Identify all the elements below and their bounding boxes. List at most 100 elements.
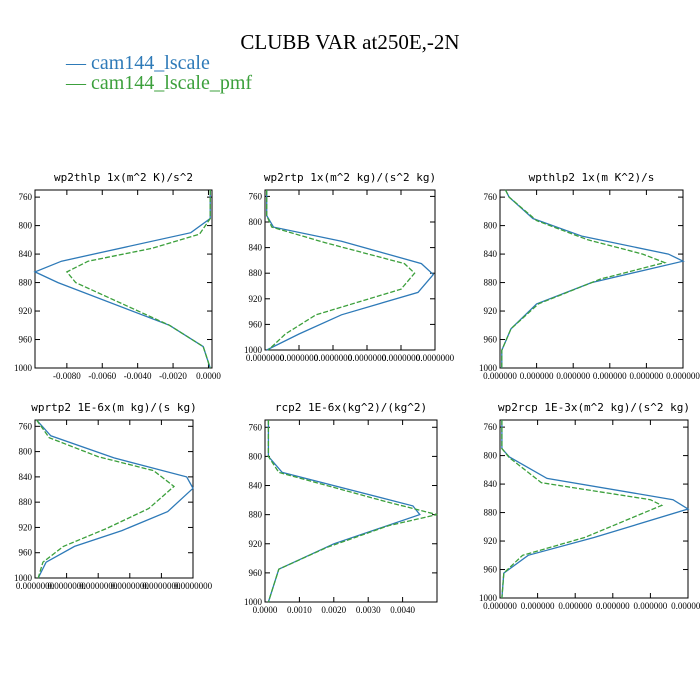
y-tick-label: 840 <box>484 249 498 259</box>
x-tick-label: 0.000000 <box>558 601 592 611</box>
x-tick-label: -0.0080 <box>53 371 81 381</box>
x-tick-label: 0.000000 <box>483 371 517 381</box>
legend-entry-lscale: — cam144_lscale <box>65 52 210 74</box>
y-tick-label: 1000 <box>244 597 263 607</box>
x-tick-label: 0.0040 <box>390 605 415 615</box>
x-tick-label: 0.0000000 <box>246 353 285 363</box>
plot-frame <box>499 419 689 599</box>
panel-2: wp2rtp 1x(m^2 kg)/(s^2 kg)760 800 840 880 92… <box>244 171 455 363</box>
y-tick-label: 960 <box>249 568 263 578</box>
x-tick-label: 0.000000 <box>666 371 700 381</box>
x-tick-label: 0.000000 <box>671 601 700 611</box>
y-tick-label: 1000 <box>244 345 263 355</box>
x-tick-label: 0.0000000 <box>382 353 421 363</box>
x-tick-label: 0.0000 <box>196 371 221 381</box>
y-tick-label: 760 <box>249 191 263 201</box>
x-tick-label: 0.0020 <box>321 605 346 615</box>
x-tick-label: 0.000000 <box>556 371 590 381</box>
x-tick-label: 0.0000000 <box>314 353 353 363</box>
panel-1: wp2thlp 1x(m^2 K)/s^2 760 800 840 880 920 960 1… <box>14 171 221 381</box>
plot-frame <box>264 189 436 351</box>
y-tick-label: 800 <box>249 217 263 227</box>
y-tick-label: 760 <box>484 192 498 202</box>
x-tick-label: 0.0030 <box>356 605 381 615</box>
panel-title: wp2rtp 1x(m^2 kg)/(s^2 kg) <box>264 171 436 184</box>
panel-4: wprtp2 1E-6x(m kg)/(s kg) 760 800 840 880 920… <box>14 401 213 591</box>
panel-title: wprtp2 1E-6x(m kg)/(s kg) <box>31 401 197 414</box>
panel-5: rcp2 1E-6x(kg^2)/(kg^2) 760 800 840 880 920 96… <box>244 401 438 615</box>
y-tick-label: 960 <box>484 565 498 575</box>
x-tick-label: 0.000000 <box>483 601 517 611</box>
x-tick-label: -0.0040 <box>124 371 152 381</box>
panel-title: wp2rcp 1E-3x(m^2 kg)/(s^2 kg) <box>498 401 690 414</box>
figure-title: CLUBB VAR at250E,-2N <box>240 30 459 54</box>
x-tick-label: 0.0010 <box>287 605 312 615</box>
y-tick-label: 960 <box>19 335 33 345</box>
series-line-lscale-pmf <box>65 190 211 369</box>
y-tick-label: 920 <box>249 294 263 304</box>
series-line-lscale-pmf <box>36 419 176 579</box>
y-tick-label: 760 <box>19 192 33 202</box>
y-tick-label: 840 <box>19 249 33 259</box>
series-line-lscale-pmf <box>266 190 416 351</box>
series-line-lscale <box>501 189 685 368</box>
x-tick-label: 0.000000 <box>634 601 668 611</box>
series-line-lscale <box>33 190 211 369</box>
y-tick-label: 760 <box>19 421 33 431</box>
y-tick-label: 960 <box>19 548 33 558</box>
y-tick-label: 960 <box>484 335 498 345</box>
y-tick-label: 880 <box>249 510 263 520</box>
panel-3: wpthlp2 1x(m K^2)/s 760 800 840 880 920 960 100… <box>479 171 700 381</box>
x-tick-label: 0.0000000 <box>142 581 181 591</box>
y-tick-label: 1000 <box>14 573 33 583</box>
y-tick-label: 880 <box>19 497 33 507</box>
x-tick-label: 0.000000 <box>593 371 627 381</box>
y-tick-label: 920 <box>19 522 33 532</box>
plot-frame <box>34 189 213 369</box>
x-tick-label: 0.0000000 <box>280 353 319 363</box>
x-tick-label: 0.000000 <box>521 601 555 611</box>
plot-frame <box>499 189 684 369</box>
y-tick-label: 880 <box>484 508 498 518</box>
x-tick-label: 0.0000000 <box>47 581 86 591</box>
x-tick-label: -0.0020 <box>159 371 187 381</box>
y-tick-label: 800 <box>484 451 498 461</box>
series-line-lscale <box>267 420 421 603</box>
x-tick-label: 0.0000000 <box>348 353 387 363</box>
y-tick-label: 800 <box>19 447 33 457</box>
y-tick-label: 960 <box>249 319 263 329</box>
legend-entry-lscale-pmf: — cam144_lscale_pmf <box>65 72 252 94</box>
y-tick-label: 840 <box>249 243 263 253</box>
panel-6: wp2rcp 1E-3x(m^2 kg)/(s^2 kg)760 800 840 88… <box>479 401 700 611</box>
x-tick-label: 0.0000000 <box>174 581 213 591</box>
series-line-lscale <box>501 420 690 599</box>
x-tick-label: 0.000000 <box>596 601 630 611</box>
y-tick-label: 880 <box>249 268 263 278</box>
x-tick-label: -0.0060 <box>88 371 116 381</box>
plot-frame <box>264 419 438 603</box>
y-tick-label: 920 <box>249 539 263 549</box>
series-line-lscale-pmf <box>267 420 438 603</box>
y-tick-label: 760 <box>249 422 263 432</box>
y-tick-label: 800 <box>19 221 33 231</box>
y-tick-label: 880 <box>19 278 33 288</box>
x-tick-label: 0.0000000 <box>79 581 118 591</box>
x-tick-label: 0.000000 <box>520 371 554 381</box>
series-line-lscale <box>266 190 435 351</box>
series-line-lscale-pmf <box>501 420 664 599</box>
y-tick-label: 800 <box>484 221 498 231</box>
y-tick-label: 1000 <box>14 363 33 373</box>
y-tick-label: 920 <box>19 306 33 316</box>
y-tick-label: 1000 <box>479 363 498 373</box>
x-tick-label: 0.0000 <box>253 605 278 615</box>
y-tick-label: 760 <box>484 422 498 432</box>
y-tick-label: 800 <box>249 451 263 461</box>
y-tick-label: 840 <box>484 479 498 489</box>
panel-title: rcp2 1E-6x(kg^2)/(kg^2) <box>275 401 427 414</box>
x-tick-label: 0.000000 <box>630 371 664 381</box>
panel-title: wp2thlp 1x(m^2 K)/s^2 <box>54 171 193 184</box>
y-tick-label: 840 <box>249 481 263 491</box>
panel-grid: wp2thlp 1x(m^2 K)/s^2 760 800 840 880 920 960 1… <box>14 171 700 615</box>
y-tick-label: 840 <box>19 472 33 482</box>
